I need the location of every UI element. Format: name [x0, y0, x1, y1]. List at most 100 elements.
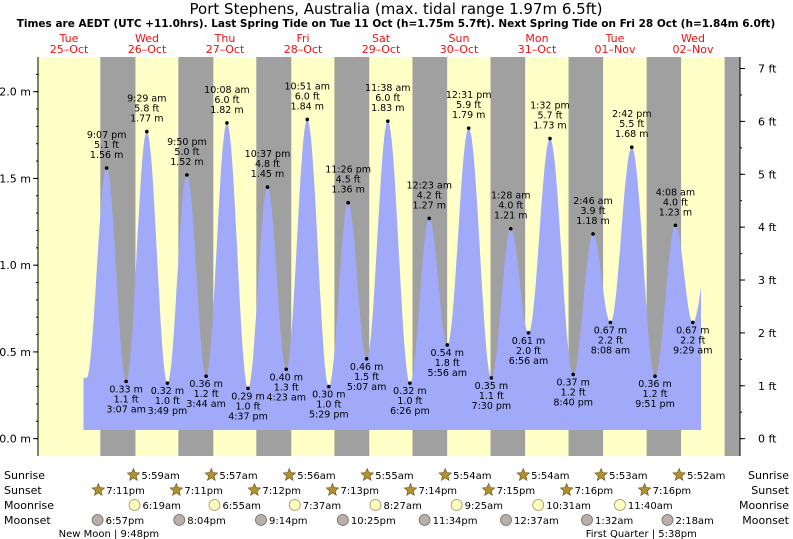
tide-label: 5:56 am [428, 368, 467, 379]
sunset-icon [403, 482, 418, 496]
high-tide-point [548, 136, 552, 141]
high-tide-point [104, 166, 109, 170]
right-tick-label: 2 ft [758, 327, 777, 340]
tide-label: 4.0 ft [498, 201, 523, 212]
moonset-time: 10:25pm [351, 516, 396, 527]
astronomy-rows: Sunrise Sunrise Sunset Sunset Moonrise Moonri… [4, 467, 790, 539]
tide-label: 1.0 ft [316, 400, 341, 411]
sunrise-time: 5:54am [531, 471, 569, 482]
sunset-icon [169, 482, 184, 496]
moonset-icon [661, 514, 674, 526]
high-tide-point [225, 121, 229, 125]
tide-label: 11:26 pm [325, 165, 371, 176]
tide-label: 1.8 ft [435, 358, 460, 369]
tide-label: 1.27 m [413, 200, 446, 211]
moonrise-icon [208, 499, 221, 511]
high-tide-point [346, 200, 350, 205]
tide-label: 0.36 m [638, 379, 671, 390]
tide-label: 0.35 m [475, 381, 508, 392]
moonrise-icon [369, 499, 382, 511]
tide-label: 3.9 ft [580, 206, 605, 217]
right-tick-label: 1 ft [758, 380, 777, 393]
tide-label: 1.45 m [251, 169, 284, 180]
low-tide-point [327, 384, 331, 389]
tide-label: 2.2 ft [680, 335, 705, 346]
tide-label: 1.0 ft [155, 396, 180, 407]
sunrise-time: 5:52am [687, 471, 725, 482]
moonset-time: 1:32am [595, 516, 633, 527]
low-tide-point [489, 376, 494, 380]
tide-label: 10:51 am [285, 81, 330, 92]
tide-label: 1.0 ft [397, 396, 422, 407]
left-tick-label: 1.0 m [0, 259, 31, 272]
tide-label: 0.40 m [270, 372, 303, 383]
sunrise-time: 5:59am [141, 471, 179, 482]
tide-label: 2:42 pm [612, 109, 652, 120]
left-tick-label: 0.5 m [0, 346, 31, 359]
day-date: 29–Oct [362, 43, 401, 56]
tide-label: 4.5 ft [336, 175, 361, 186]
low-tide-point [364, 357, 369, 361]
sunrise-time: 5:57am [219, 471, 257, 482]
tide-label: 1.2 ft [642, 389, 667, 400]
moonset-time: 8:04pm [187, 516, 226, 527]
day-date: 30–Oct [440, 43, 479, 56]
axes: 0.0 m 0.5 m 1.0 m 1.5 m 2.0 m 0 ft 1 ft 2 ft 3 f… [0, 57, 777, 456]
low-tide-point [124, 379, 128, 384]
sunrise-icon [204, 467, 219, 481]
day-date: 31–Oct [518, 43, 557, 56]
tide-label: 9:07 pm [87, 130, 127, 141]
sunrise-icon [438, 467, 453, 481]
tide-label: 1.18 m [576, 216, 609, 227]
row-label-left: Moonrise [4, 499, 54, 512]
high-tide-point [265, 185, 270, 189]
tide-label: 12:23 am [406, 180, 451, 191]
high-tide-point [185, 173, 189, 177]
sunset-icon [91, 482, 106, 496]
row-label-right: Sunset [751, 484, 789, 497]
row-label-left: Sunset [4, 484, 42, 497]
sunrise-time: 5:54am [453, 471, 491, 482]
tide-label: 1.73 m [533, 121, 566, 132]
tide-label: 0.29 m [231, 391, 264, 402]
moonrise-icon [128, 499, 141, 511]
tide-label: 6.0 ft [375, 93, 400, 104]
low-tide-point [608, 320, 613, 325]
sunset-time: 7:15pm [497, 486, 536, 497]
moonset-time: 6:57pm [106, 516, 145, 527]
low-tide-point [571, 372, 575, 377]
high-tide-point [145, 129, 149, 134]
moonset-icon [336, 514, 349, 526]
moonset-icon [173, 514, 186, 526]
low-tide-point [284, 367, 289, 372]
low-tide-point [246, 386, 250, 391]
high-tide-point [385, 119, 390, 123]
day-date: 26–Oct [128, 43, 167, 56]
tide-label: 5.0 ft [174, 147, 199, 158]
tide-label: 6:56 am [509, 356, 548, 367]
sunset-icon [247, 482, 262, 496]
tide-label: 0.46 m [350, 362, 383, 373]
tide-label: 0.37 m [556, 377, 589, 388]
tide-label: 5.1 ft [94, 140, 119, 151]
sunrise-icon [360, 467, 375, 481]
day-of-week: Thu [214, 32, 236, 45]
tide-label: 4:37 pm [228, 411, 268, 422]
left-tick-label: 1.5 m [0, 172, 31, 185]
left-tick-label: 0.0 m [0, 433, 31, 446]
row-label-left: Moonset [4, 514, 51, 527]
low-tide-point [691, 320, 695, 325]
day-of-week: Mon [525, 32, 548, 45]
sunset-time: 7:11pm [106, 486, 145, 497]
tide-label: 0.33 m [109, 384, 142, 395]
sunrise-time: 5:56am [297, 471, 335, 482]
tide-label: 5.9 ft [456, 100, 481, 111]
high-tide-point [305, 117, 310, 122]
tide-label: 1.77 m [130, 114, 163, 125]
sunrise-icon [672, 467, 687, 481]
tide-label: 1.52 m [170, 157, 203, 168]
moon-phase-label: First Quarter | 5:38pm [586, 529, 697, 539]
tide-label: 5.8 ft [134, 104, 159, 115]
sunset-icon [559, 482, 574, 496]
moonrise-time: 7:37am [303, 501, 341, 512]
